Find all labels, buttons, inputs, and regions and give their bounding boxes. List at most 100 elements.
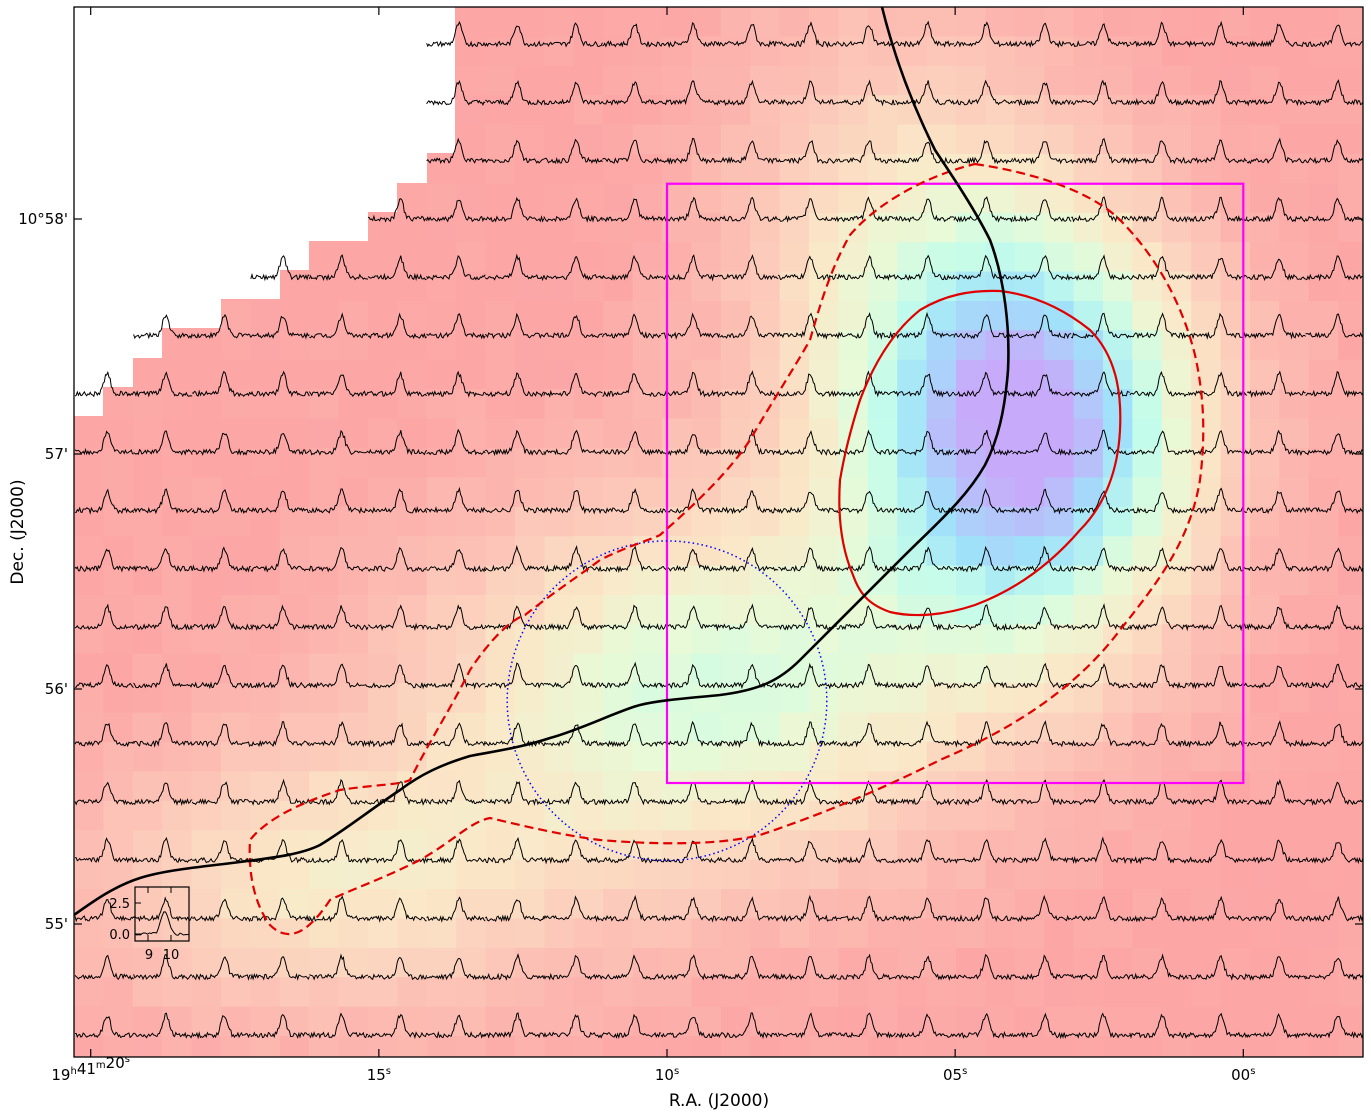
spectrum-cell xyxy=(777,373,838,398)
spectrum-cell xyxy=(426,199,486,223)
spectrum-cell xyxy=(1188,954,1248,981)
spectrum-cell xyxy=(309,778,369,806)
spectrum-cell xyxy=(426,370,486,398)
spectrum-cell xyxy=(133,722,193,748)
spectrum-cell xyxy=(485,80,544,106)
y-tick-label-0: 10°58' xyxy=(18,210,68,228)
spectrum-cell xyxy=(894,780,955,806)
spectrum-cell xyxy=(1246,196,1307,223)
spectrum-cell xyxy=(484,662,545,690)
spectrum-cell xyxy=(836,953,896,981)
spectrum-cell xyxy=(1305,781,1363,806)
spectrum-cell xyxy=(895,839,955,864)
spectrum-cell xyxy=(660,312,721,340)
spectrum-cell xyxy=(1187,1012,1248,1039)
spectrum-cell xyxy=(777,955,838,981)
spectrum-cell xyxy=(1129,370,1189,398)
spectrum-cell xyxy=(1070,254,1131,281)
spectrum-cell xyxy=(1246,778,1307,806)
spectrum-cell xyxy=(953,196,1014,223)
spectrum-cell xyxy=(836,196,896,223)
spectrum-cell xyxy=(484,953,545,981)
spectrum-cell xyxy=(426,20,486,48)
spectrum-cell xyxy=(309,839,369,864)
spectrum-cell xyxy=(953,429,1013,457)
spectrum-cell xyxy=(777,312,838,340)
spectrum-cell xyxy=(1070,371,1130,398)
spectrum-cell xyxy=(1071,896,1131,922)
spectrum-cell xyxy=(250,370,310,398)
spectrum-cell xyxy=(836,895,896,922)
overlay-layer xyxy=(74,7,1245,936)
spectrum-cell xyxy=(895,311,954,339)
spectrum-cell xyxy=(660,80,721,106)
spectrum-cell xyxy=(894,720,955,747)
spectrum-cell xyxy=(895,254,955,281)
spectrum-cell xyxy=(836,312,896,340)
spectrum-cell xyxy=(250,839,310,864)
spectrum-cell xyxy=(1129,492,1189,514)
spectrum-cell xyxy=(953,139,1014,166)
spectrum-cell xyxy=(660,663,721,689)
spectrum-cell xyxy=(250,778,310,806)
spectrum-cell xyxy=(1012,488,1072,515)
spectrum-cell xyxy=(1187,196,1248,223)
spectrum-cell xyxy=(719,315,779,339)
spectrum-cell xyxy=(250,604,310,631)
spectrum-cell xyxy=(75,837,135,864)
spectrum-cell xyxy=(543,81,603,106)
spectrum-cell xyxy=(426,486,486,514)
spectrum-cell xyxy=(1070,662,1130,689)
spectrum-cell xyxy=(1070,778,1131,806)
spectrum-cell xyxy=(953,778,1013,806)
spectrum-cell xyxy=(1129,781,1189,806)
spectrum-cell xyxy=(426,1014,486,1039)
x-axis-ticks: 19h41m20s 15s 10s 05s 00s xyxy=(51,7,1255,1084)
x-tick-label-1: 15s xyxy=(367,1066,391,1084)
spectrum-cell xyxy=(191,488,251,514)
spectrum-cell xyxy=(133,782,193,807)
x-tick-label-4: 00s xyxy=(1231,1066,1255,1084)
spectrum-cell xyxy=(719,836,779,864)
spectrum-cell xyxy=(1129,1013,1189,1039)
spectrum-cell xyxy=(543,429,603,456)
spectrum-cell xyxy=(426,428,486,456)
spectrum-cell xyxy=(1070,137,1131,165)
spectrum-cell xyxy=(836,722,896,748)
spectrum-cell xyxy=(1012,199,1072,223)
spectrum-cell xyxy=(1129,196,1189,223)
spectrum-cell xyxy=(778,607,837,631)
spectrum-cell xyxy=(719,370,779,397)
spectrum-cell xyxy=(602,839,662,864)
spectrum-cell xyxy=(484,196,545,223)
spectrum-cell xyxy=(895,80,955,106)
spectrum-cell xyxy=(1129,664,1189,690)
spectrum-cell xyxy=(309,312,369,339)
spectrum-cell xyxy=(192,605,252,631)
spectrum-cell xyxy=(953,545,1013,573)
spectrum-cell xyxy=(894,198,955,223)
spectrum-cell xyxy=(836,25,896,47)
spectrum-cell xyxy=(777,140,838,164)
spectrum-cell xyxy=(601,313,662,340)
spectrum-cell xyxy=(543,606,603,632)
spectrum-cell xyxy=(777,840,838,864)
spectrum-cell xyxy=(543,1014,603,1039)
spectrum-cell xyxy=(367,255,427,282)
spectrum-cell xyxy=(836,490,896,515)
spectrum-cell xyxy=(1246,137,1306,165)
spectrum-cell xyxy=(660,434,721,457)
spectrum-cell xyxy=(367,1013,428,1039)
spectrum-cell xyxy=(660,782,720,805)
spectrum-cell xyxy=(777,662,837,690)
spectrum-cell xyxy=(426,254,486,281)
spectrum-cell xyxy=(74,370,135,398)
spectrum-cell xyxy=(660,196,720,223)
spectrum-cell xyxy=(74,899,134,923)
spectrum-cell xyxy=(1305,957,1363,981)
y-tick-label-3: 55' xyxy=(45,915,68,933)
spectrum-cell xyxy=(602,954,662,980)
spectrum-cell xyxy=(367,371,427,398)
spectrum-cell xyxy=(836,255,896,281)
spectrum-cell xyxy=(1071,603,1131,631)
